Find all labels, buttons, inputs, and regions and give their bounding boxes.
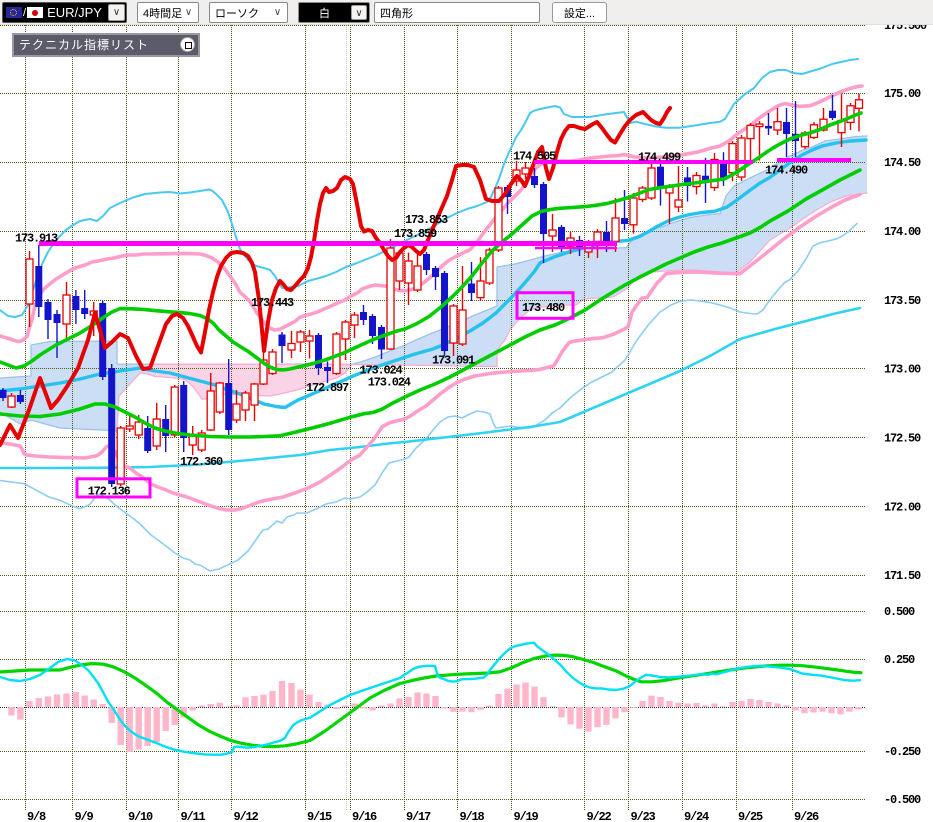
svg-text:173.480: 173.480 — [522, 301, 565, 315]
svg-text:173.50: 173.50 — [884, 294, 921, 308]
svg-text:174.490: 174.490 — [765, 164, 808, 178]
svg-text:9/23: 9/23 — [631, 810, 656, 822]
svg-text:173.091: 173.091 — [432, 353, 475, 367]
svg-text:173.859: 173.859 — [394, 227, 437, 241]
svg-text:9/16: 9/16 — [352, 810, 377, 822]
svg-text:9/17: 9/17 — [406, 810, 431, 822]
svg-text:9/11: 9/11 — [181, 810, 206, 822]
svg-text:175.500: 175.500 — [884, 25, 927, 33]
svg-text:9/8: 9/8 — [27, 810, 46, 822]
svg-text:174.50: 174.50 — [884, 156, 921, 170]
svg-text:-0.500: -0.500 — [884, 793, 921, 807]
svg-text:9/24: 9/24 — [684, 810, 709, 822]
svg-text:172.360: 172.360 — [180, 455, 223, 469]
svg-text:9/25: 9/25 — [738, 810, 763, 822]
svg-text:172.50: 172.50 — [884, 432, 921, 446]
svg-text:9/22: 9/22 — [587, 810, 612, 822]
svg-text:9/26: 9/26 — [794, 810, 819, 822]
svg-text:173.024: 173.024 — [368, 376, 411, 390]
svg-text:174.499: 174.499 — [638, 151, 681, 165]
svg-text:9/10: 9/10 — [128, 810, 153, 822]
svg-text:9/19: 9/19 — [514, 810, 539, 822]
svg-text:9/18: 9/18 — [460, 810, 485, 822]
svg-text:173.913: 173.913 — [15, 232, 58, 246]
svg-text:-0.250: -0.250 — [884, 745, 921, 759]
svg-text:171.50: 171.50 — [884, 569, 921, 583]
svg-text:172.897: 172.897 — [306, 381, 349, 395]
svg-text:173.024: 173.024 — [360, 364, 403, 378]
svg-text:175.00: 175.00 — [884, 87, 921, 101]
svg-text:173.00: 173.00 — [884, 363, 921, 377]
svg-text:172.136: 172.136 — [88, 485, 131, 499]
svg-text:173.853: 173.853 — [405, 213, 448, 227]
svg-text:9/15: 9/15 — [307, 810, 332, 822]
svg-text:9/12: 9/12 — [234, 810, 259, 822]
svg-text:0.250: 0.250 — [884, 653, 915, 667]
svg-text:174.00: 174.00 — [884, 225, 921, 239]
svg-text:172.00: 172.00 — [884, 501, 921, 515]
svg-text:174.505: 174.505 — [513, 150, 556, 164]
svg-text:0.500: 0.500 — [884, 605, 915, 619]
svg-text:9/9: 9/9 — [75, 810, 94, 822]
svg-text:173.443: 173.443 — [251, 296, 294, 310]
